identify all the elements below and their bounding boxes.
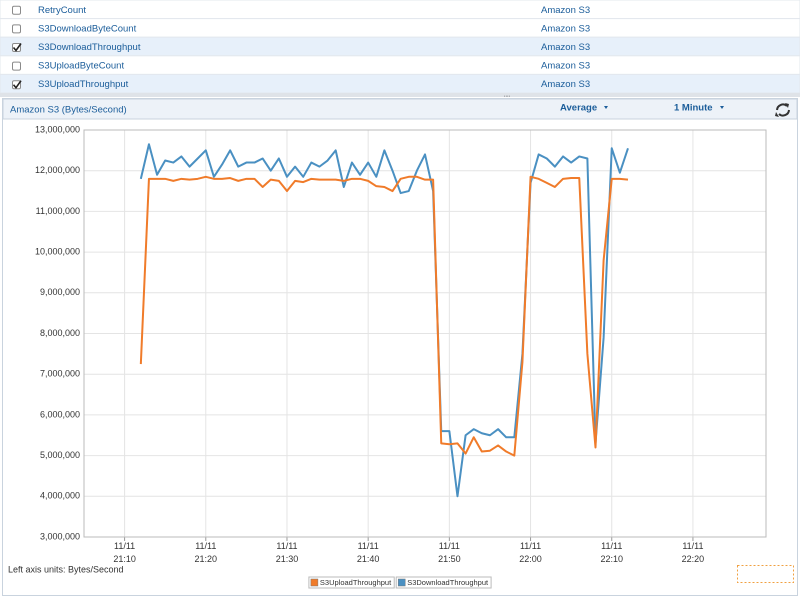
legend-label: S3DownloadThroughput [407,578,489,587]
table-row [0,0,800,20]
panel-header [2,98,798,120]
y-tick-label: 3,000,000 [40,531,80,541]
legend-item[interactable] [395,576,492,589]
legend: S3UploadThroughput S3DownloadThroughput [308,576,492,589]
metric-name[interactable]: S3DownloadByteCount [38,23,137,34]
x-tick-label: 11/11 21:30 [276,541,299,564]
splitter[interactable] [0,93,800,97]
selection-box [737,565,794,583]
x-tick-label: 11/11 22:20 [682,541,705,564]
y-tick-label: 13,000,000 [35,124,80,134]
y-tick-label: 5,000,000 [40,450,80,460]
namespace: Amazon S3 [541,79,590,90]
y-tick-label: 9,000,000 [40,287,80,297]
caret [604,106,608,109]
refresh-button[interactable] [775,103,790,117]
period-dropdown[interactable]: 1 Minute [674,103,713,114]
series-line [139,143,629,498]
metric-name[interactable]: S3DownloadThroughput [38,42,141,53]
y-tick-label: 10,000,000 [35,246,80,256]
statistic-dropdown[interactable]: Average [560,103,597,114]
x-tick-label: 11/11 21:40 [357,541,380,564]
legend-swatch [397,578,406,587]
y-tick-label: 8,000,000 [40,328,80,338]
checkbox[interactable] [12,5,21,15]
checkmark [12,80,22,90]
checkmark [12,43,22,52]
legend-label: S3UploadThroughput [320,578,392,587]
y-tick-label: 11,000,000 [36,206,80,216]
x-tick-label: 11/11 21:50 [438,541,461,564]
x-tick-label: 11/11 22:00 [519,541,542,564]
y-tick-label: 12,000,000 [35,165,80,175]
axis-units-note: Left axis units: Bytes/Second [8,564,124,574]
namespace: Amazon S3 [541,42,590,53]
namespace: Amazon S3 [541,23,590,34]
metric-name[interactable]: S3UploadThroughput [38,79,129,90]
x-tick-label: 11/11 21:20 [195,541,218,564]
series-line [139,175,629,457]
checkbox[interactable] [12,24,21,34]
splitter-grip: .... [504,93,511,99]
metric-name[interactable]: S3UploadByteCount [38,61,124,72]
legend-item[interactable] [308,576,395,589]
caret [720,106,724,109]
x-tick-label: 11/11 21:10 [113,541,136,564]
y-tick-label: 7,000,000 [40,369,80,379]
metric-table: RetryCount Amazon S3 S3DownloadByteCount Am… [0,0,800,94]
namespace: Amazon S3 [541,5,590,16]
y-tick-label: 4,000,000 [40,491,80,501]
panel-title: Amazon S3 (Bytes/Second) [10,105,127,116]
namespace: Amazon S3 [541,61,590,72]
metric-name[interactable]: RetryCount [38,5,86,16]
legend-swatch [310,578,319,587]
y-tick-label: 6,000,000 [40,409,80,419]
plot-border [83,129,767,538]
plot: 3,000,000 4,000,000 5,000,000 6,000,000 7,00… [35,124,767,564]
x-tick-label: 11/11 22:10 [600,541,623,564]
checkbox[interactable] [12,61,21,71]
